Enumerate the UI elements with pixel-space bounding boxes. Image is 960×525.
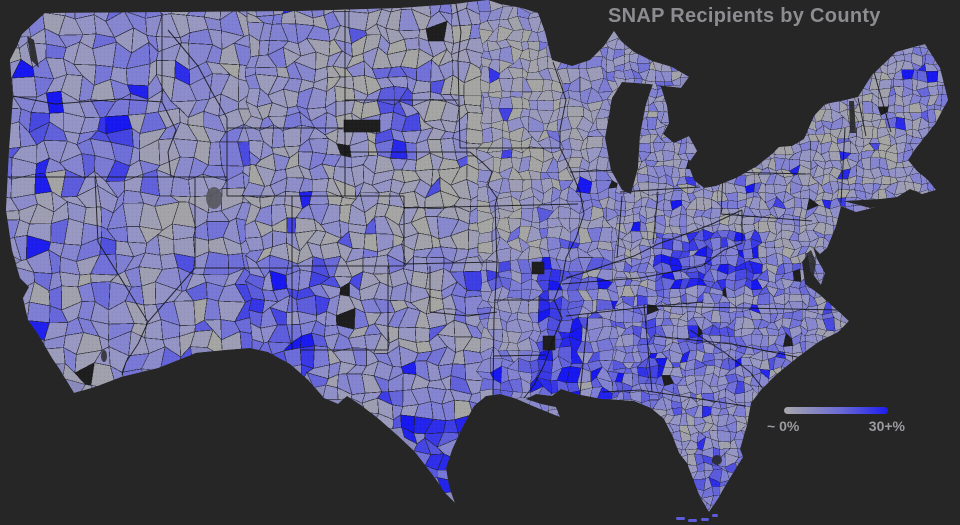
county[interactable]: [630, 143, 639, 152]
legend-max-label: 30+%: [868, 418, 905, 434]
florida-key-island: [701, 518, 709, 521]
legend: ~ 0% 30+%: [767, 407, 905, 434]
florida-key-island: [688, 519, 697, 522]
county[interactable]: [508, 0, 523, 7]
county[interactable]: [457, 431, 473, 439]
florida-key-island: [712, 514, 718, 517]
county[interactable]: [866, 204, 874, 220]
county[interactable]: [828, 92, 840, 104]
florida-key-island: [676, 517, 685, 520]
legend-min-label: ~ 0%: [767, 418, 800, 434]
florida-keys: [676, 514, 718, 522]
legend-gradient-bar: [784, 407, 888, 414]
county[interactable]: [0, 77, 14, 100]
chart-title: SNAP Recipients by County: [608, 5, 881, 27]
